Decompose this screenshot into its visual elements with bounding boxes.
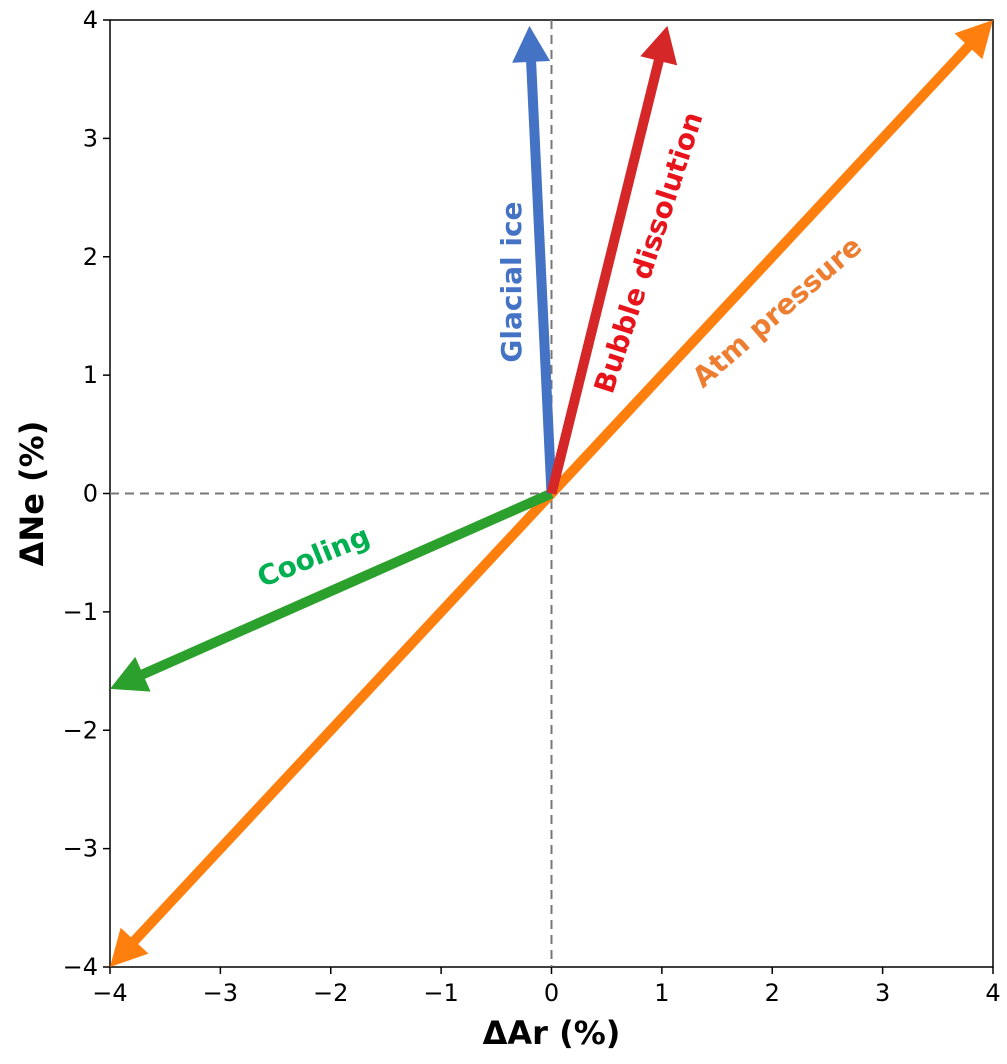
y-tick-label: 2	[83, 243, 98, 271]
arrow-head	[512, 25, 551, 63]
x-tick-label: −3	[203, 979, 238, 1007]
arrow-head	[110, 927, 149, 967]
y-axis-title: ΔNe (%)	[13, 421, 51, 567]
y-tick-label: −3	[63, 835, 98, 863]
y-tick-label: 0	[83, 480, 98, 508]
arrow-head	[640, 25, 678, 66]
x-axis-title: ΔAr (%)	[483, 1014, 621, 1052]
x-tick-label: 2	[765, 979, 780, 1007]
y-tick-label: 4	[83, 6, 98, 34]
vector-glacial-ice	[512, 25, 557, 494]
arrow-head	[954, 20, 993, 60]
x-tick-label: 1	[654, 979, 669, 1007]
x-tick-label: −2	[313, 979, 348, 1007]
vector-bubble-dissolution	[546, 25, 678, 495]
x-tick-label: 0	[544, 979, 559, 1007]
y-tick-label: 1	[83, 361, 98, 389]
x-tick-label: −4	[92, 979, 127, 1007]
arrow-shaft	[546, 52, 666, 495]
vector-cooling	[110, 488, 554, 692]
series-label-glacial-ice: Glacial ice	[495, 201, 528, 362]
arrow-shaft	[134, 488, 554, 682]
y-tick-label: 3	[83, 124, 98, 152]
y-tick-label: −1	[63, 598, 98, 626]
x-tick-label: 3	[875, 979, 890, 1007]
y-tick-label: −4	[63, 953, 98, 981]
x-tick-label: 4	[985, 979, 1000, 1007]
arrow-head	[110, 656, 151, 692]
y-tick-label: −2	[63, 716, 98, 744]
arrow-shaft	[525, 54, 557, 494]
x-tick-label: −1	[423, 979, 458, 1007]
